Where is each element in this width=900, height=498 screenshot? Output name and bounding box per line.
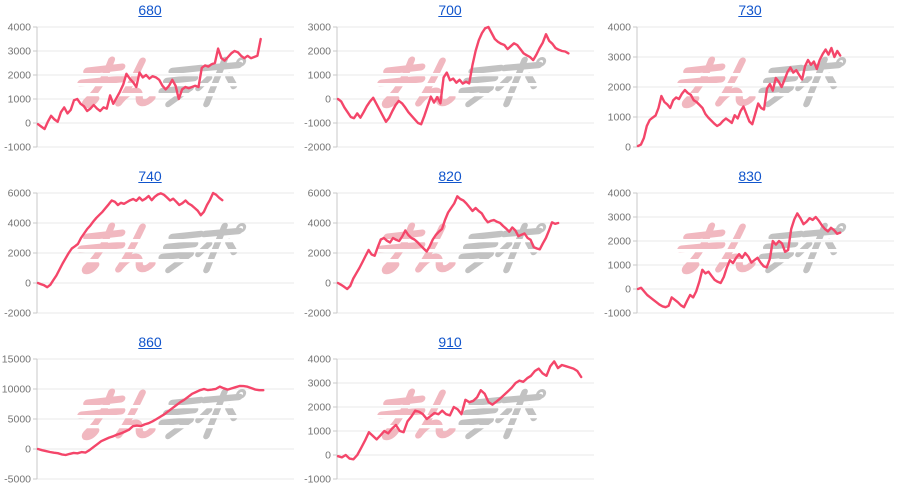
y-tick-label: 3000 (308, 22, 332, 34)
y-tick-label: 0 (25, 444, 31, 456)
y-tick-label: 0 (325, 278, 331, 290)
y-tick-label: 0 (625, 284, 631, 296)
minrepo-watermark (677, 56, 847, 109)
y-tick-label: 4000 (8, 22, 32, 34)
y-tick-label: 6000 (8, 188, 32, 200)
y-tick-label: 10000 (2, 384, 31, 396)
y-tick-label: 3000 (608, 212, 632, 224)
y-tick-label: 4000 (608, 188, 632, 200)
y-tick-label: -2000 (4, 308, 31, 320)
line-chart-910: 4000 3000 2000 1000 0 -1000 (304, 354, 594, 486)
series-line (36, 37, 262, 131)
line-chart-740: 6000 4000 2000 0 -2000 (4, 188, 294, 320)
y-tick-label: 2000 (608, 82, 632, 94)
y-tick-label: -2000 (304, 308, 331, 320)
y-tick-label: 6000 (308, 188, 332, 200)
chart-title-link-700[interactable]: 700 (438, 2, 462, 18)
y-tick-label: 0 (25, 278, 31, 290)
y-tick-label: 1000 (608, 112, 632, 124)
minrepo-watermark (77, 388, 247, 441)
y-tick-label: -2000 (304, 142, 331, 154)
series-line (636, 212, 842, 309)
y-tick-label: 1000 (608, 260, 632, 272)
chart-cell-910: 910 4000 3000 2000 1000 0 -1000 (300, 332, 600, 498)
series-line (336, 195, 560, 291)
y-tick-label: 4000 (608, 22, 632, 34)
y-tick-label: -1000 (304, 118, 331, 130)
chart-title-row: 680 (0, 2, 300, 20)
chart-title-link-680[interactable]: 680 (138, 2, 162, 18)
chart-cell-820: 820 6000 4000 2000 0 -2000 (300, 166, 600, 332)
y-tick-label: 1000 (308, 70, 332, 82)
y-tick-label: 3000 (308, 378, 332, 390)
chart-cell-680: 680 4000 3000 2000 1000 0 -1000 (0, 0, 300, 166)
y-tick-label: 0 (325, 450, 331, 462)
chart-cell-740: 740 6000 4000 2000 0 -2000 (0, 166, 300, 332)
chart-title-link-910[interactable]: 910 (438, 334, 462, 350)
series-line (36, 191, 224, 289)
y-tick-label: 2000 (8, 70, 32, 82)
y-tick-label: 3000 (608, 52, 632, 64)
chart-title-link-860[interactable]: 860 (138, 334, 162, 350)
series-line (36, 384, 265, 457)
chart-cell-860: 860 15000 10000 5000 0 -5000 (0, 332, 300, 498)
chart-title-row: 820 (300, 168, 600, 186)
y-tick-label: 2000 (308, 46, 332, 58)
chart-title-link-730[interactable]: 730 (738, 2, 762, 18)
y-tick-label: 2000 (608, 236, 632, 248)
chart-cell-730: 730 4000 3000 2000 1000 0 (600, 0, 900, 166)
chart-title-row: 860 (0, 334, 300, 352)
y-tick-label: -1000 (304, 474, 331, 486)
y-tick-label: 4000 (308, 218, 332, 230)
y-tick-label: 0 (625, 142, 631, 154)
y-tick-label: 2000 (308, 402, 332, 414)
series-line (636, 46, 842, 148)
y-tick-label: 3000 (8, 46, 32, 58)
y-tick-label: -5000 (4, 474, 31, 486)
line-chart-700: 3000 2000 1000 0 -1000 -2000 (304, 22, 594, 154)
empty-cell (600, 332, 900, 498)
y-tick-label: 15000 (2, 354, 31, 366)
line-chart-860: 15000 10000 5000 0 -5000 (2, 354, 294, 486)
minrepo-watermark (677, 222, 847, 275)
y-tick-label: 5000 (8, 414, 32, 426)
chart-title-link-740[interactable]: 740 (138, 168, 162, 184)
line-chart-730: 4000 3000 2000 1000 0 (608, 22, 894, 154)
chart-title-link-830[interactable]: 830 (738, 168, 762, 184)
chart-cell-700: 700 3000 2000 1000 0 -1000 -2000 (300, 0, 600, 166)
y-tick-label: 1000 (8, 94, 32, 106)
y-tick-label: 2000 (8, 248, 32, 260)
chart-title-row: 700 (300, 2, 600, 20)
chart-title-link-820[interactable]: 820 (438, 168, 462, 184)
line-chart-830: 4000 3000 2000 1000 0 -1000 (604, 188, 894, 320)
series-line (336, 360, 583, 461)
chart-cell-830: 830 4000 3000 2000 1000 0 -1000 (600, 166, 900, 332)
chart-title-row: 830 (600, 168, 900, 186)
minrepo-watermark (377, 388, 547, 441)
y-tick-label: -1000 (604, 308, 631, 320)
y-tick-label: 1000 (308, 426, 332, 438)
minrepo-watermark (77, 222, 247, 275)
y-tick-label: 2000 (308, 248, 332, 260)
series-line (336, 25, 570, 126)
minrepo-watermark (377, 222, 547, 275)
y-tick-label: 4000 (8, 218, 32, 230)
y-tick-label: 0 (325, 94, 331, 106)
line-chart-680: 4000 3000 2000 1000 0 -1000 (4, 22, 294, 154)
chart-title-row: 740 (0, 168, 300, 186)
chart-title-row: 910 (300, 334, 600, 352)
line-chart-820: 6000 4000 2000 0 -2000 (304, 188, 594, 320)
chart-title-row: 730 (600, 2, 900, 20)
y-tick-label: 4000 (308, 354, 332, 366)
y-tick-label: -1000 (4, 142, 31, 154)
minrepo-watermark (377, 56, 547, 109)
y-tick-label: 0 (25, 118, 31, 130)
